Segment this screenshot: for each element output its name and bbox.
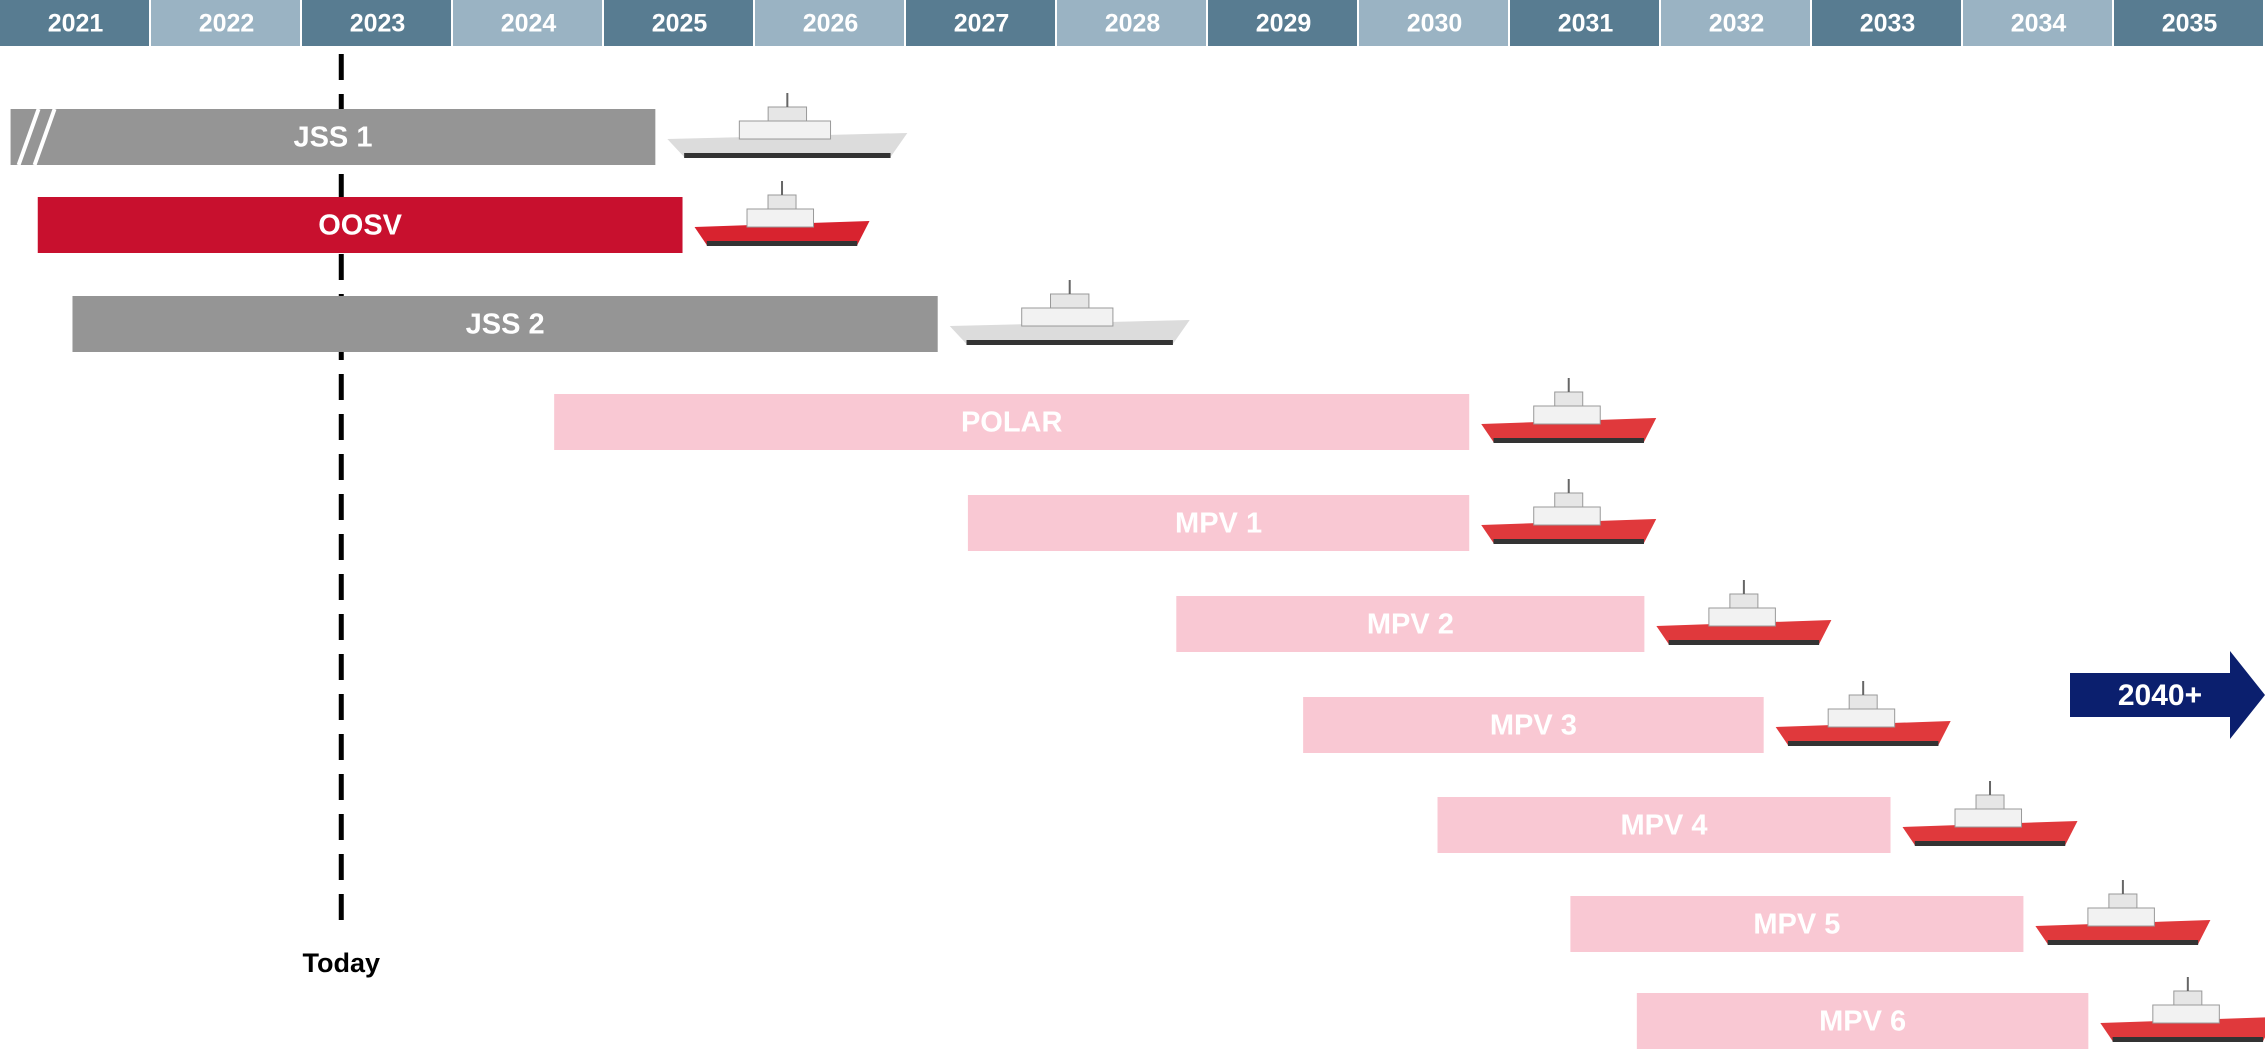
ship-part: [707, 241, 858, 246]
year-label: 2023: [350, 10, 406, 38]
ship-part: [1669, 640, 1820, 645]
year-label: 2032: [1709, 10, 1765, 38]
ship-part: [2153, 1005, 2220, 1023]
ship-part: [768, 107, 806, 121]
ship-part: [1955, 809, 2022, 827]
ship-part: [1493, 438, 1644, 443]
ship-part: [2109, 894, 2137, 908]
ship-icon: [1481, 479, 1656, 544]
task-label: MPV 6: [1819, 1006, 1906, 1038]
ship-part: [1730, 594, 1758, 608]
year-label: 2033: [1860, 10, 1916, 38]
ship-part: [1828, 709, 1895, 727]
ship-part: [2174, 991, 2202, 1005]
year-label: 2026: [803, 10, 859, 38]
chart: 2021 2022 2023 2024 2025 2026 2027 2028 2029 2030…: [0, 0, 2265, 1049]
year-label: 2030: [1407, 10, 1463, 38]
task-label: JSS 2: [466, 309, 545, 341]
ship-part: [747, 209, 814, 227]
task-label: MPV 1: [1175, 508, 1262, 540]
ship-icon: [2100, 977, 2265, 1042]
ship-icon: [2035, 880, 2210, 945]
year-label: 2025: [652, 10, 708, 38]
ship-part: [1915, 841, 2066, 846]
ship-part: [768, 195, 796, 209]
ship-icon: [950, 280, 1190, 345]
today-label: Today: [303, 948, 381, 978]
year-label: 2029: [1256, 10, 1312, 38]
year-label: 2034: [2011, 10, 2067, 38]
year-label: 2035: [2162, 10, 2218, 38]
ship-icon: [667, 93, 907, 158]
ship-part: [1493, 539, 1644, 544]
year-label: 2028: [1105, 10, 1161, 38]
task-label: JSS 1: [293, 122, 372, 154]
ship-part: [684, 153, 890, 158]
ship-part: [1555, 392, 1583, 406]
year-label: 2022: [199, 10, 255, 38]
ship-part: [739, 121, 830, 139]
task-label: MPV 5: [1753, 909, 1840, 941]
ship-icon: [695, 181, 870, 246]
ship-part: [1849, 695, 1877, 709]
ship-part: [1976, 795, 2004, 809]
ship-part: [1788, 741, 1939, 746]
ship-part: [1709, 608, 1776, 626]
ship-part: [1051, 294, 1089, 308]
future-arrow-label: 2040+: [2118, 679, 2202, 712]
task-label: POLAR: [961, 407, 1063, 439]
ship-part: [1022, 308, 1113, 326]
ship-icon: [1481, 378, 1656, 443]
ship-part: [2088, 908, 2155, 926]
task-label: MPV 3: [1490, 710, 1577, 742]
task-label: OOSV: [318, 210, 402, 242]
year-label: 2031: [1558, 10, 1614, 38]
task-label: MPV 4: [1621, 810, 1708, 842]
ship-part: [967, 340, 1173, 345]
page: 2021 2022 2023 2024 2025 2026 2027 2028 2029 2030…: [0, 0, 2265, 1049]
ship-icon: [1656, 580, 1831, 645]
ship-part: [1534, 507, 1601, 525]
ship-part: [1534, 406, 1601, 424]
task-label: MPV 2: [1367, 609, 1454, 641]
ship-part: [2048, 940, 2198, 945]
year-label: 2024: [501, 10, 557, 38]
ship-icon: [1776, 681, 1951, 746]
ship-part: [1555, 493, 1583, 507]
ship-icon: [1903, 781, 2078, 846]
year-label: 2021: [48, 10, 104, 38]
ship-part: [2113, 1037, 2264, 1042]
year-label: 2027: [954, 10, 1010, 38]
